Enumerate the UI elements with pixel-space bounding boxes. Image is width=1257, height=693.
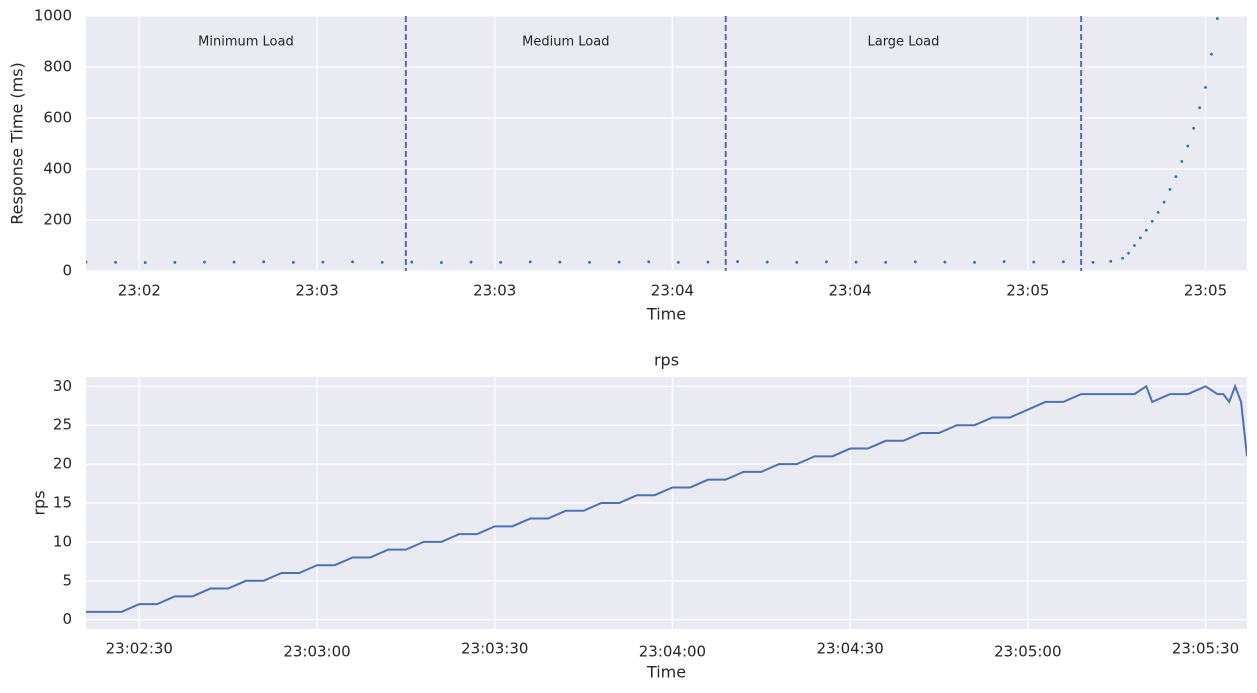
point: [1121, 256, 1125, 260]
point: [1133, 244, 1136, 247]
line: [86, 383, 1247, 613]
point: [558, 260, 562, 264]
point: [499, 260, 503, 264]
y-tick-label: 0: [62, 610, 72, 628]
y-tick-label: 5: [62, 571, 72, 589]
point: [410, 260, 414, 264]
y-tick-label: 800: [43, 58, 72, 76]
point: [1204, 86, 1207, 89]
point: [1174, 175, 1178, 179]
x-tick-label: 23:04:00: [639, 643, 706, 661]
point: [1180, 159, 1184, 163]
point: [1032, 260, 1036, 264]
x-tick-label: 23:04: [829, 282, 872, 300]
x-tick-label: 23:03: [295, 282, 338, 300]
point: [1150, 219, 1154, 223]
x-tick-label: 23:05:30: [1172, 640, 1239, 658]
point: [943, 260, 947, 264]
x-tick-label: 23:05: [1184, 282, 1227, 300]
point: [825, 260, 828, 264]
point: [173, 260, 177, 264]
y-tick-label: 600: [43, 109, 72, 127]
point: [203, 260, 206, 264]
point: [380, 260, 384, 264]
point: [262, 260, 266, 264]
point: [1198, 106, 1202, 110]
point: [1109, 259, 1113, 263]
point: [1156, 210, 1160, 214]
point: [676, 260, 680, 264]
point: [351, 260, 354, 264]
y-tick-label: 25: [53, 416, 72, 434]
point: [854, 260, 858, 264]
point: [884, 260, 888, 264]
plot-group: [86, 17, 1219, 264]
point: [795, 260, 799, 264]
y-tick-label: 1000: [34, 7, 72, 25]
point: [647, 260, 651, 264]
annotation: Minimum Load: [198, 35, 294, 50]
y-tick-label: 10: [53, 532, 72, 550]
point: [321, 260, 325, 264]
point: [440, 261, 443, 264]
point: [114, 260, 118, 264]
point: [706, 260, 710, 264]
x-tick-label: 23:03: [473, 282, 516, 300]
point: [1186, 144, 1190, 148]
point: [232, 260, 236, 264]
point: [1144, 228, 1148, 232]
point: [291, 260, 295, 264]
point: [1138, 236, 1142, 240]
point: [1002, 260, 1006, 263]
point: [1215, 17, 1219, 20]
point: [1168, 188, 1172, 191]
point: [469, 260, 473, 264]
point: [1210, 52, 1213, 56]
annotation: Medium Load: [522, 35, 609, 50]
point: [1091, 260, 1095, 264]
point: [1162, 200, 1166, 204]
y-axis-label: Response Time (ms): [8, 62, 27, 225]
y-tick-label: 20: [53, 455, 72, 473]
x-tick-label: 23:05: [1006, 282, 1049, 300]
x-tick-label: 23:02: [118, 282, 161, 300]
x-axis-label: Time: [646, 663, 686, 682]
x-axis-label: Time: [646, 305, 686, 324]
point: [528, 260, 532, 264]
x-tick-label: 23:04: [651, 282, 694, 300]
point: [765, 260, 769, 264]
point: [143, 261, 147, 264]
y-tick-label: 0: [62, 262, 72, 280]
y-tick-label: 200: [43, 211, 72, 229]
x-tick-label: 23:03:30: [461, 640, 528, 658]
x-tick-label: 23:02:30: [106, 640, 173, 658]
annotation: Large Load: [867, 35, 939, 50]
x-tick-label: 23:03:00: [283, 643, 350, 661]
point: [588, 260, 591, 264]
point: [617, 260, 621, 264]
y-tick-label: 30: [53, 377, 72, 395]
point: [913, 260, 917, 264]
point: [1127, 251, 1130, 255]
y-tick-label: 15: [53, 494, 72, 512]
point: [1061, 260, 1065, 264]
plot-area: [86, 16, 1247, 271]
plot-group: [86, 383, 1247, 613]
point: [736, 260, 739, 263]
x-tick-label: 23:04:30: [816, 640, 883, 658]
point: [1192, 126, 1196, 130]
y-axis-label: rps: [30, 490, 49, 515]
x-tick-label: 23:05:00: [994, 643, 1061, 661]
point: [973, 260, 976, 264]
y-tick-label: 400: [43, 160, 72, 178]
chart-title: rps: [654, 351, 679, 370]
point: [86, 260, 88, 264]
